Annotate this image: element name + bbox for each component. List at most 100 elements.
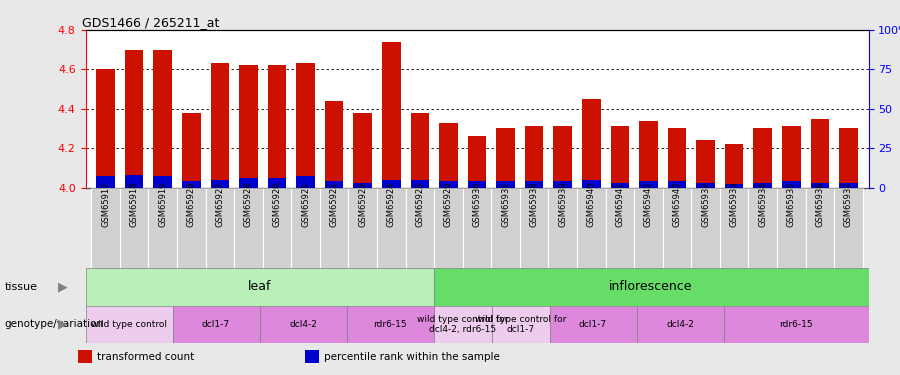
Bar (496, 129, 515, 188)
Bar (834, 188, 863, 270)
Bar (125, 175, 143, 188)
Bar (777, 188, 806, 270)
Bar (724, 144, 743, 188)
Bar (496, 181, 515, 188)
Bar (668, 129, 687, 188)
Bar (639, 121, 658, 188)
Bar (525, 181, 544, 188)
Bar (582, 180, 600, 188)
Bar (348, 188, 377, 270)
Bar (550, 306, 636, 343)
Bar (491, 188, 520, 270)
Text: GSM65942: GSM65942 (644, 182, 653, 227)
Text: wild type control: wild type control (91, 320, 167, 329)
Text: genotype/variation: genotype/variation (4, 320, 104, 329)
Text: GSM65932: GSM65932 (701, 182, 710, 227)
Text: GSM65917: GSM65917 (101, 182, 110, 227)
Bar (782, 181, 801, 188)
Bar (182, 112, 201, 188)
Text: ▶: ▶ (58, 280, 68, 293)
Bar (263, 188, 292, 270)
Bar (548, 188, 577, 270)
Bar (406, 188, 434, 270)
Bar (634, 188, 662, 270)
Bar (296, 177, 315, 188)
Text: dcl4-2: dcl4-2 (666, 320, 694, 329)
Bar (267, 65, 286, 188)
Bar (173, 306, 259, 343)
Bar (211, 180, 230, 188)
Bar (577, 188, 606, 270)
Bar (410, 112, 429, 188)
Text: GSM65935: GSM65935 (787, 182, 796, 227)
Text: dcl1-7: dcl1-7 (579, 320, 608, 329)
Bar (153, 50, 172, 188)
Text: GSM65926: GSM65926 (186, 182, 195, 227)
Bar (610, 183, 629, 188)
Text: GSM65933: GSM65933 (730, 182, 739, 227)
Bar (639, 181, 658, 188)
Bar (439, 181, 458, 188)
Text: GSM65936: GSM65936 (815, 182, 824, 227)
Text: dcl4-2: dcl4-2 (289, 320, 317, 329)
Bar (205, 188, 234, 270)
Bar (354, 112, 372, 188)
Bar (120, 188, 148, 270)
Bar (691, 188, 720, 270)
Bar (839, 183, 858, 188)
Text: GSM65923: GSM65923 (358, 182, 367, 227)
Text: percentile rank within the sample: percentile rank within the sample (324, 352, 500, 362)
Bar (468, 136, 486, 188)
Bar (811, 118, 829, 188)
Bar (668, 181, 687, 188)
Bar (753, 183, 772, 188)
Bar (91, 188, 120, 270)
Bar (239, 65, 257, 188)
Bar (463, 188, 491, 270)
Bar (636, 306, 724, 343)
Bar (520, 188, 548, 270)
Bar (782, 126, 801, 188)
Bar (239, 178, 257, 188)
Text: tissue: tissue (4, 282, 38, 292)
Bar (811, 183, 829, 188)
Text: GSM65943: GSM65943 (672, 182, 681, 227)
Bar (724, 306, 868, 343)
Text: GSM65931: GSM65931 (501, 182, 510, 227)
Text: GSM65919: GSM65919 (158, 182, 167, 227)
Bar (525, 126, 544, 188)
Bar (720, 188, 749, 270)
Bar (434, 268, 868, 306)
Text: rdr6-15: rdr6-15 (779, 320, 813, 329)
Bar (610, 126, 629, 188)
Text: GSM65921: GSM65921 (301, 182, 310, 227)
Text: GSM65940: GSM65940 (587, 182, 596, 227)
Bar (325, 181, 344, 188)
Bar (749, 188, 777, 270)
Bar (382, 180, 400, 188)
Text: GSM65937: GSM65937 (844, 182, 853, 227)
Text: wild type control for
dcl1-7: wild type control for dcl1-7 (475, 315, 566, 334)
Bar (377, 188, 406, 270)
Text: transformed count: transformed count (97, 352, 194, 362)
Bar (86, 306, 173, 343)
Bar (697, 140, 715, 188)
Text: GSM65925: GSM65925 (415, 182, 424, 227)
Bar (346, 306, 434, 343)
Bar (382, 42, 400, 188)
Text: GSM65918: GSM65918 (130, 182, 139, 227)
Bar (753, 129, 772, 188)
Text: dcl1-7: dcl1-7 (202, 320, 230, 329)
Bar (292, 188, 320, 270)
Bar (148, 188, 177, 270)
Bar (806, 188, 834, 270)
Text: GSM65929: GSM65929 (444, 182, 453, 227)
Bar (182, 181, 201, 188)
Bar (125, 50, 143, 188)
Bar (554, 181, 572, 188)
Text: wild type control for
dcl4-2, rdr6-15: wild type control for dcl4-2, rdr6-15 (417, 315, 508, 334)
Bar (410, 180, 429, 188)
Bar (96, 177, 115, 188)
Text: GSM65920: GSM65920 (273, 182, 282, 227)
Bar (697, 183, 715, 188)
